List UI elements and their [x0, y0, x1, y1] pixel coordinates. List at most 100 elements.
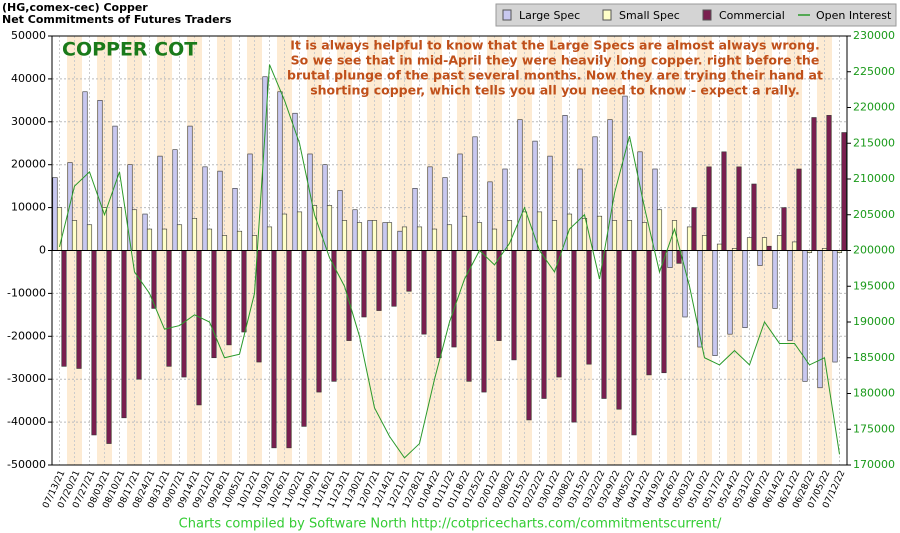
bar	[82, 91, 88, 251]
bar	[416, 226, 423, 251]
bar	[487, 181, 493, 251]
bar	[86, 224, 93, 251]
bar	[746, 237, 753, 251]
legend: Large Spec Small Spec Commercial Open Inter…	[495, 3, 897, 27]
y2-tick-label: 180000	[853, 387, 895, 400]
bar	[266, 226, 273, 251]
bar	[496, 250, 502, 341]
bar	[322, 164, 328, 251]
y2-tick-label: 215000	[853, 136, 895, 149]
bar	[521, 211, 528, 251]
y-tick-label: 50000	[11, 29, 46, 42]
bar	[251, 235, 258, 251]
bar	[296, 211, 303, 251]
bar	[161, 228, 168, 251]
bar	[442, 177, 448, 251]
bar	[421, 250, 427, 335]
bar	[547, 155, 553, 251]
bar	[352, 209, 358, 251]
y-tick-label: 30000	[11, 115, 46, 128]
bar	[791, 241, 798, 251]
bar	[71, 220, 78, 251]
bar	[356, 222, 363, 251]
bar	[577, 168, 583, 251]
bar	[226, 250, 232, 346]
bar	[811, 117, 817, 251]
legend-swatch	[602, 9, 612, 21]
bar	[476, 222, 483, 251]
bar	[121, 250, 127, 419]
bar	[697, 250, 703, 348]
y2-tick-label: 185000	[853, 351, 895, 364]
bar	[127, 164, 133, 251]
bar	[386, 222, 393, 251]
bar	[721, 151, 727, 251]
y-tick-label: -10000	[7, 286, 46, 299]
bar	[286, 250, 292, 449]
bar	[196, 250, 202, 406]
bar	[176, 224, 183, 251]
bar	[157, 155, 163, 251]
bar	[667, 250, 673, 268]
legend-swatch	[502, 9, 512, 21]
bar	[562, 115, 568, 251]
bar	[116, 207, 123, 251]
bar	[97, 100, 103, 251]
bar	[742, 250, 748, 329]
bar	[172, 149, 178, 251]
bar	[361, 250, 367, 318]
bar	[232, 187, 238, 251]
chart-subtitle: Net Commitments of Futures Traders	[2, 13, 232, 26]
bar	[656, 209, 663, 251]
y2-tick-label: 175000	[853, 422, 895, 435]
bar	[146, 228, 153, 251]
bar	[757, 250, 763, 266]
bar	[412, 187, 418, 251]
bar	[596, 215, 603, 251]
bar	[181, 250, 187, 378]
bar	[217, 170, 223, 251]
bar	[526, 250, 532, 421]
annotation: shorting copper, which tells you all you…	[310, 83, 800, 98]
bar	[637, 151, 643, 251]
bar	[571, 250, 577, 423]
y2-tick-label: 195000	[853, 279, 895, 292]
bar	[136, 250, 142, 380]
bar	[766, 245, 772, 251]
bar	[592, 136, 598, 251]
bar	[712, 250, 718, 356]
bar	[631, 250, 637, 436]
bar	[511, 250, 517, 361]
y2-tick-label: 170000	[853, 458, 895, 471]
bar	[142, 213, 148, 251]
bar	[187, 125, 193, 251]
bar	[706, 166, 712, 251]
bar	[91, 250, 97, 436]
bar	[52, 177, 58, 251]
bar	[277, 91, 283, 251]
bar	[481, 250, 487, 393]
legend-label: Small Spec	[619, 9, 680, 22]
bar	[776, 235, 783, 251]
bar	[427, 166, 433, 251]
bar	[301, 250, 307, 427]
bar	[221, 235, 228, 251]
bar	[682, 250, 688, 318]
bar	[76, 250, 82, 369]
bar	[406, 250, 412, 292]
y-tick-label: -50000	[7, 458, 46, 471]
bar	[616, 250, 622, 410]
bar	[371, 220, 378, 251]
legend-box	[495, 3, 897, 27]
bar	[601, 250, 607, 399]
bar	[517, 119, 523, 251]
annotation-title: COPPER COT	[62, 39, 197, 61]
bar	[796, 168, 802, 251]
y-tick-label: -20000	[7, 329, 46, 342]
bar	[472, 136, 478, 251]
bar	[652, 168, 658, 251]
y2-tick-label: 205000	[853, 208, 895, 221]
bar	[271, 250, 277, 449]
bar	[56, 207, 63, 251]
